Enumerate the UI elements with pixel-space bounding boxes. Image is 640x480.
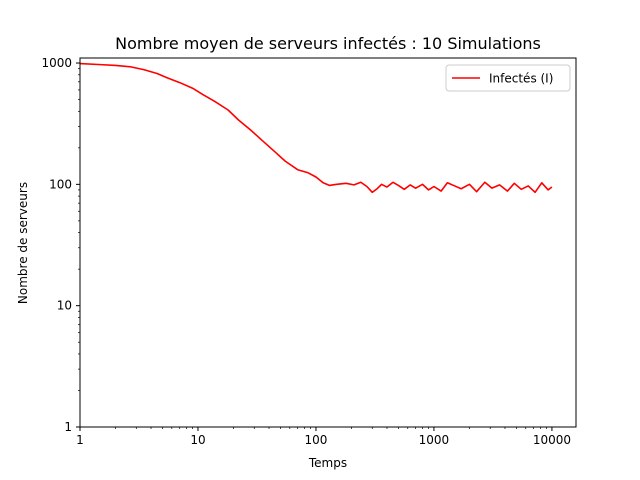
plot-frame xyxy=(79,57,577,428)
y-tick-label: 10 xyxy=(57,299,72,313)
x-tick-label: 100 xyxy=(305,433,328,447)
legend: Infectés (I) xyxy=(445,64,571,92)
legend-label: Infectés (I) xyxy=(489,72,553,86)
x-axis: 1 10 100 1000 10000 xyxy=(76,427,571,447)
x-axis-label: Temps xyxy=(308,456,347,470)
y-tick-label: 1 xyxy=(64,420,72,434)
y-axis-label: Nombre de serveurs xyxy=(16,182,30,304)
x-tick-label: 1000 xyxy=(419,433,450,447)
x-tick-label: 1 xyxy=(76,433,84,447)
series-line-0 xyxy=(79,62,553,194)
y-tick-label: 100 xyxy=(49,177,72,191)
chart-title: Nombre moyen de serveurs infectés : 10 S… xyxy=(115,34,541,53)
legend-box xyxy=(445,64,571,92)
y-tick-label: 1000 xyxy=(41,56,72,70)
y-axis: 1 10 100 1000 xyxy=(41,56,80,434)
plot-area xyxy=(79,57,577,428)
x-tick-label: 10 xyxy=(190,433,205,447)
x-tick-label: 10000 xyxy=(533,433,571,447)
